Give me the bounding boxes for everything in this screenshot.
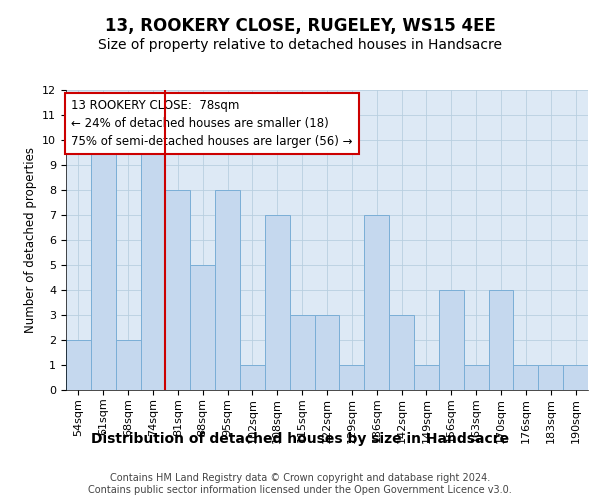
Bar bbox=[389, 315, 414, 390]
Bar bbox=[166, 190, 190, 390]
Bar bbox=[215, 190, 240, 390]
Bar bbox=[514, 365, 538, 390]
Bar bbox=[340, 365, 364, 390]
Text: 13 ROOKERY CLOSE:  78sqm
← 24% of detached houses are smaller (18)
75% of semi-d: 13 ROOKERY CLOSE: 78sqm ← 24% of detache… bbox=[71, 99, 353, 148]
Bar bbox=[66, 340, 91, 390]
Bar bbox=[364, 215, 389, 390]
Bar bbox=[140, 140, 166, 390]
Text: 13, ROOKERY CLOSE, RUGELEY, WS15 4EE: 13, ROOKERY CLOSE, RUGELEY, WS15 4EE bbox=[104, 18, 496, 36]
Bar bbox=[240, 365, 265, 390]
Bar bbox=[414, 365, 439, 390]
Bar bbox=[190, 265, 215, 390]
Bar bbox=[464, 365, 488, 390]
Bar bbox=[290, 315, 314, 390]
Bar bbox=[91, 140, 116, 390]
Bar bbox=[488, 290, 514, 390]
Bar bbox=[314, 315, 340, 390]
Text: Contains HM Land Registry data © Crown copyright and database right 2024.
Contai: Contains HM Land Registry data © Crown c… bbox=[88, 474, 512, 495]
Bar bbox=[563, 365, 588, 390]
Text: Distribution of detached houses by size in Handsacre: Distribution of detached houses by size … bbox=[91, 432, 509, 446]
Y-axis label: Number of detached properties: Number of detached properties bbox=[23, 147, 37, 333]
Bar bbox=[538, 365, 563, 390]
Bar bbox=[439, 290, 464, 390]
Bar bbox=[265, 215, 290, 390]
Bar bbox=[116, 340, 140, 390]
Text: Size of property relative to detached houses in Handsacre: Size of property relative to detached ho… bbox=[98, 38, 502, 52]
